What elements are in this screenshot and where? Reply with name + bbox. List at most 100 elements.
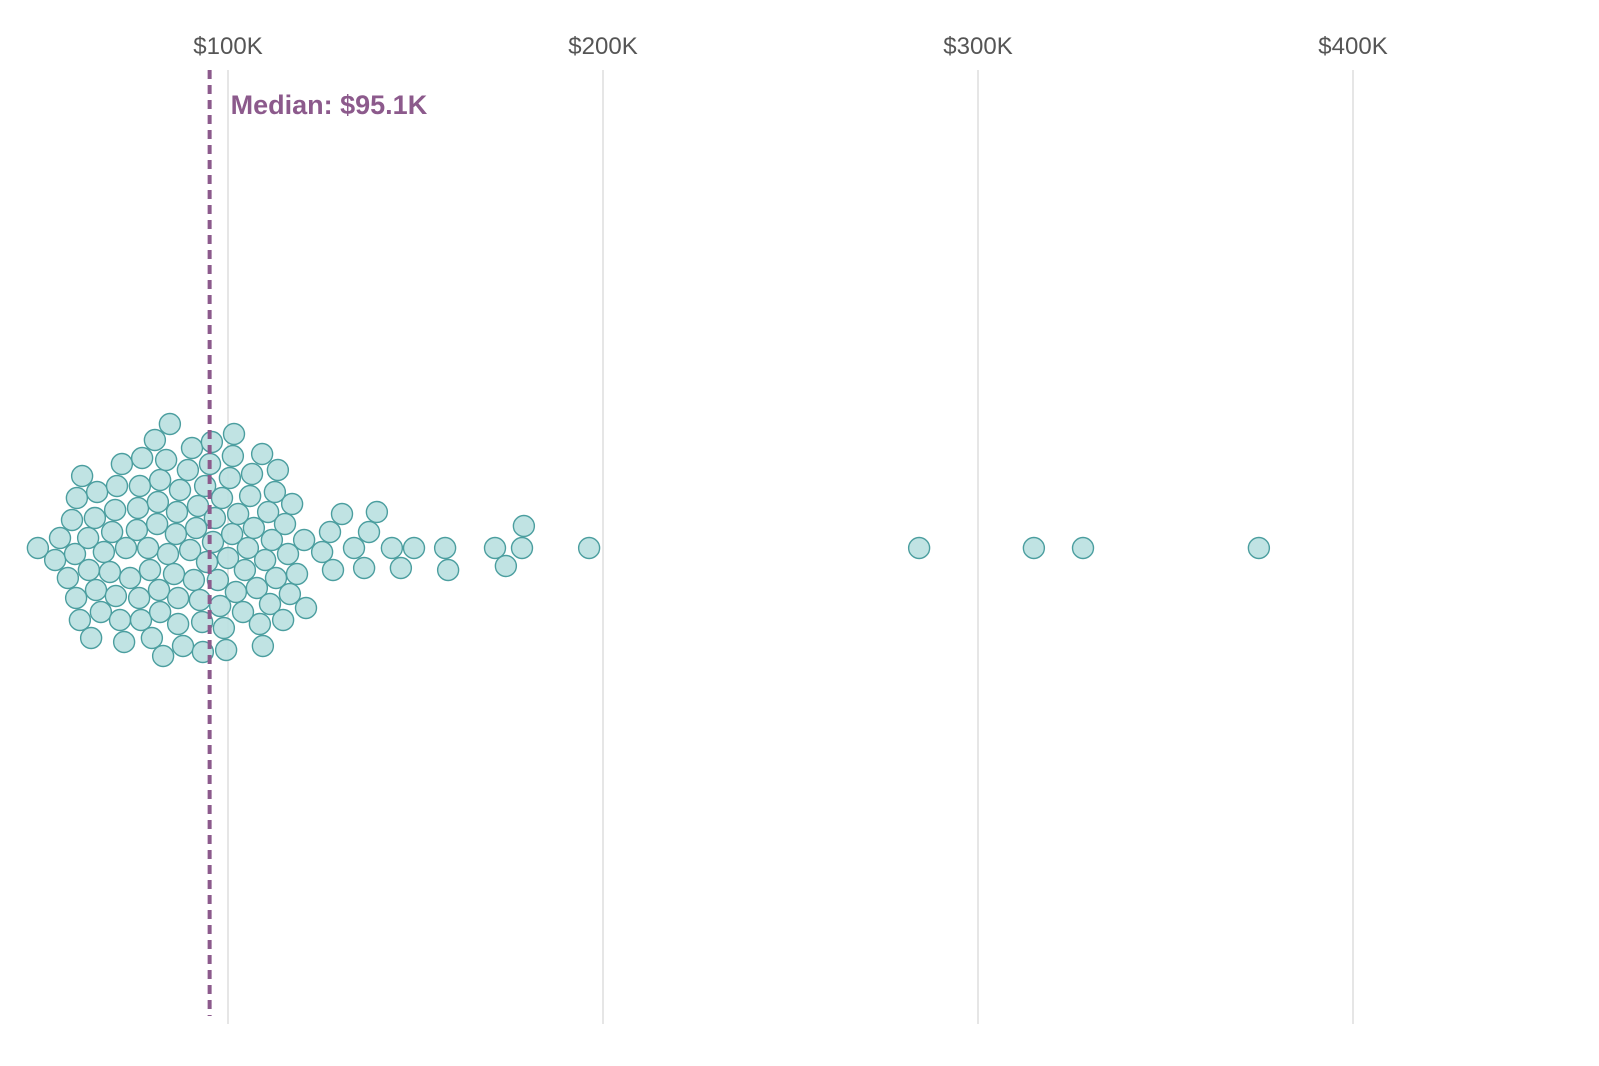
data-point (60, 508, 84, 532)
data-point (250, 442, 274, 466)
data-point (188, 588, 212, 612)
data-point (280, 492, 304, 516)
data-point (145, 512, 169, 536)
data-point (264, 566, 288, 590)
data-point (294, 596, 318, 620)
data-point (218, 466, 242, 490)
x-axis-ticks: $100K $200K $300K $400K (193, 33, 1387, 60)
data-point (154, 448, 178, 472)
data-point (256, 500, 280, 524)
data-point (63, 542, 87, 566)
data-point (1022, 536, 1046, 560)
data-point (321, 558, 345, 582)
data-point (907, 536, 931, 560)
data-point (127, 586, 151, 610)
data-point (318, 520, 342, 544)
data-point (105, 474, 129, 498)
data-point (178, 538, 202, 562)
data-point (108, 608, 132, 632)
data-point (184, 516, 208, 540)
data-point (380, 536, 404, 560)
data-point (180, 436, 204, 460)
data-point (271, 608, 295, 632)
data-point (208, 594, 232, 618)
data-point (165, 500, 189, 524)
data-point (200, 430, 224, 454)
data-point (98, 560, 122, 584)
data-point (222, 422, 246, 446)
data-point (266, 458, 290, 482)
data-point (220, 522, 244, 546)
data-point (176, 458, 200, 482)
data-point (433, 536, 457, 560)
data-point (365, 500, 389, 524)
data-point (258, 592, 282, 616)
data-point (112, 630, 136, 654)
data-point (238, 484, 262, 508)
data-point (182, 568, 206, 592)
data-point (136, 536, 160, 560)
data-point (77, 558, 101, 582)
data-point (56, 566, 80, 590)
data-point (43, 548, 67, 572)
x-tick-label: $200K (568, 33, 637, 60)
data-point (70, 464, 94, 488)
data-point (436, 558, 460, 582)
data-point (253, 548, 277, 572)
data-point (233, 558, 257, 582)
data-point (278, 582, 302, 606)
data-point (236, 536, 260, 560)
x-tick-label: $100K (193, 33, 262, 60)
data-point (260, 528, 284, 552)
data-point (83, 506, 107, 530)
data-point (140, 626, 164, 650)
data-point (245, 576, 269, 600)
data-point (103, 498, 127, 522)
data-point (138, 558, 162, 582)
data-point (214, 638, 238, 662)
x-tick-label: $400K (1318, 33, 1387, 60)
data-point (210, 486, 234, 510)
data-point (147, 578, 171, 602)
data-point (242, 516, 266, 540)
data-point (402, 536, 426, 560)
data-point (126, 496, 150, 520)
data-point (48, 526, 72, 550)
data-point (89, 600, 113, 624)
data-point (164, 522, 188, 546)
data-point (206, 568, 230, 592)
data-point (166, 586, 190, 610)
data-point (1247, 536, 1271, 560)
data-point (352, 556, 376, 580)
data-point (125, 518, 149, 542)
data-point (276, 542, 300, 566)
data-point (216, 546, 240, 570)
data-point (512, 514, 536, 538)
data-point (190, 610, 214, 634)
data-point (357, 520, 381, 544)
data-point (577, 536, 601, 560)
data-point (92, 540, 116, 564)
data-point (100, 520, 124, 544)
data-point (64, 586, 88, 610)
data-point (263, 480, 287, 504)
data-point (494, 554, 518, 578)
data-point (158, 412, 182, 436)
data-point (151, 644, 175, 668)
data-point (310, 540, 334, 564)
data-point (226, 502, 250, 526)
data-point (342, 536, 366, 560)
data-point (195, 550, 219, 574)
data-point (110, 452, 134, 476)
data-point (171, 634, 195, 658)
data-point (162, 562, 186, 586)
data-point (224, 580, 248, 604)
data-point (85, 480, 109, 504)
data-point (79, 626, 103, 650)
data-point (166, 612, 190, 636)
data-point (510, 536, 534, 560)
data-point (148, 468, 172, 492)
data-point (130, 446, 154, 470)
data-point (148, 600, 172, 624)
